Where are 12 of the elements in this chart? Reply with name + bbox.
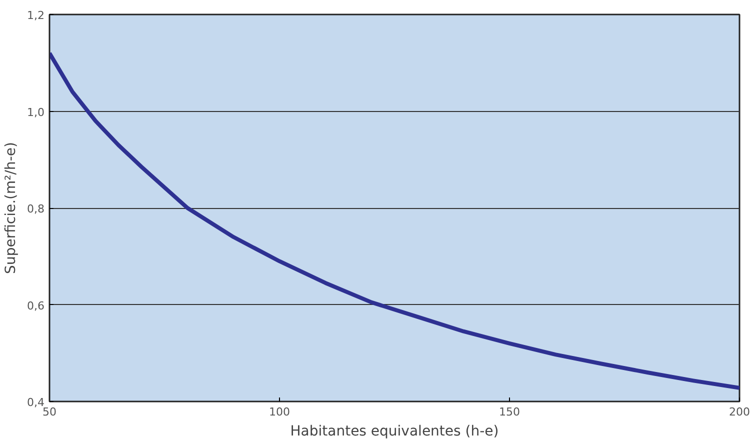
y-tick-label: 0,6: [27, 299, 45, 312]
y-tick-label: 0,4: [27, 396, 45, 409]
x-tick-label: 200: [729, 406, 750, 418]
x-tick-label: 50: [42, 406, 56, 418]
y-tick-label: 0,8: [27, 202, 45, 216]
x-axis-title: Habitantes equivalentes (h-e): [290, 424, 499, 440]
line-series: [50, 51, 740, 390]
y-axis-title: Superficie.(m²/h-e): [3, 142, 20, 274]
x-tick-label: 150: [499, 406, 520, 418]
y-tick-label: 1,0: [27, 106, 45, 119]
y-tick-label: 1,2: [27, 9, 45, 22]
x-tick-label: 100: [269, 406, 290, 418]
